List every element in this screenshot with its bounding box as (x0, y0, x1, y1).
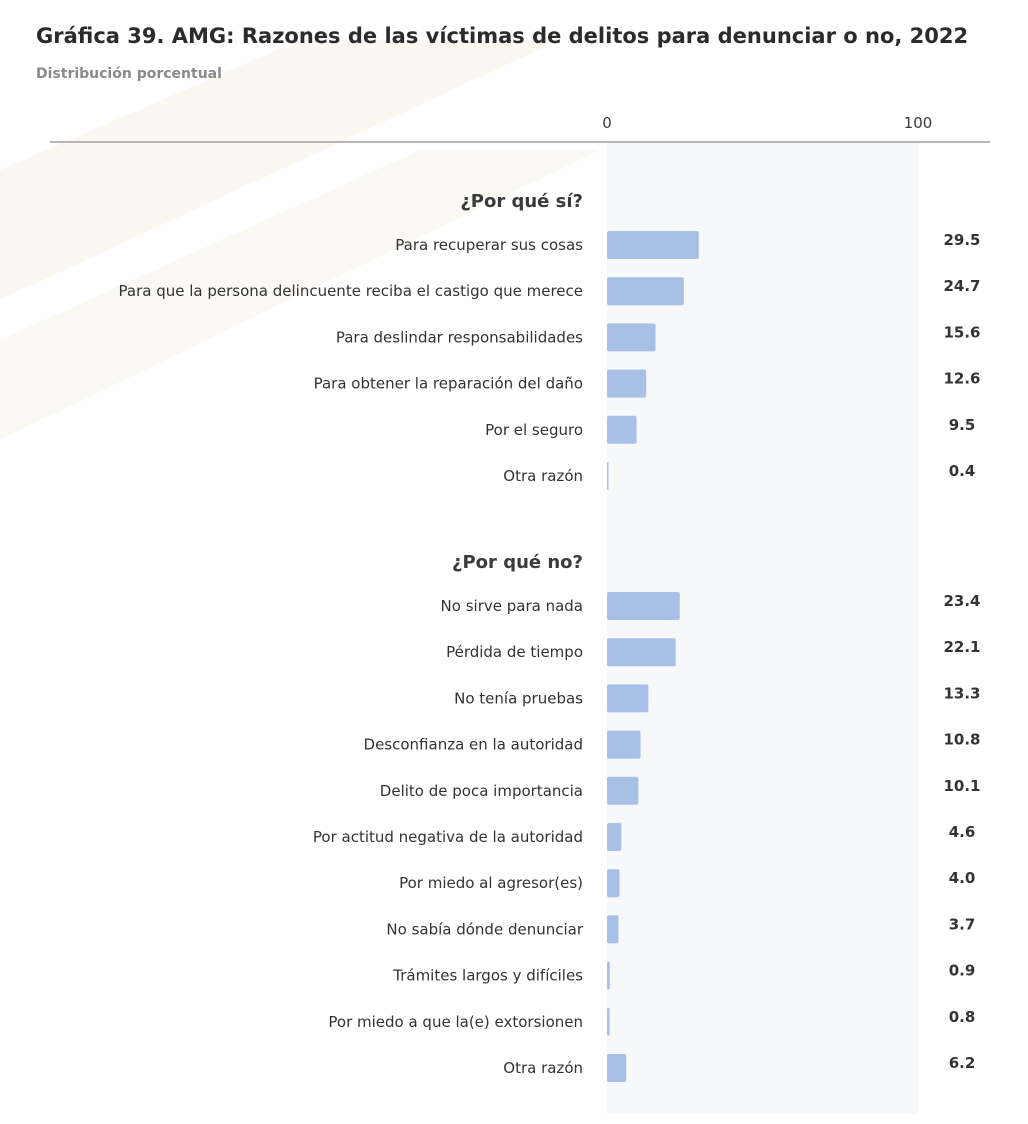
category-label: Otra razón (503, 467, 583, 485)
data-label: 9.5 (949, 416, 976, 434)
data-label: 23.4 (943, 592, 980, 610)
data-label: 10.8 (943, 731, 980, 749)
bar (607, 231, 699, 259)
bar (607, 462, 609, 490)
category-label: No sirve para nada (441, 597, 583, 615)
category-label: Pérdida de tiempo (446, 643, 583, 661)
category-label: Para deslindar responsabilidades (336, 328, 583, 346)
bar (607, 369, 647, 398)
data-label: 0.9 (949, 962, 976, 980)
category-label: Para obtener la reparación del daño (314, 375, 583, 393)
bar (607, 684, 649, 713)
data-label: 4.0 (949, 869, 976, 887)
category-label: Por actitud negativa de la autoridad (313, 828, 583, 846)
x-tick-label-100: 100 (904, 114, 933, 132)
group-label-1: ¿Por qué sí? (460, 191, 583, 212)
category-label: Desconfianza en la autoridad (364, 736, 583, 754)
category-label: No sabía dónde denunciar (386, 920, 583, 938)
bar (607, 323, 656, 352)
category-label: Trámites largos y difíciles (392, 967, 583, 985)
bar (607, 415, 637, 444)
data-label: 0.4 (949, 462, 976, 480)
bar (607, 1007, 610, 1036)
data-label: 3.7 (949, 915, 976, 933)
data-label: 10.1 (943, 777, 980, 795)
data-label: 29.5 (943, 231, 980, 249)
bar (607, 1054, 627, 1082)
group-label-2: ¿Por qué no? (452, 552, 583, 573)
data-label: 22.1 (943, 638, 980, 656)
category-label: Delito de poca importancia (380, 782, 583, 800)
data-label: 15.6 (943, 323, 980, 341)
bar (607, 730, 641, 759)
bar (607, 961, 610, 990)
category-label: No tenía pruebas (454, 689, 583, 707)
category-label: Por el seguro (485, 421, 583, 439)
category-label: Por miedo a que la(e) extorsionen (328, 1013, 583, 1031)
bar (607, 915, 619, 944)
bar (607, 277, 684, 306)
data-label: 0.8 (949, 1008, 976, 1026)
data-label: 24.7 (943, 277, 980, 295)
category-label: Otra razón (503, 1059, 583, 1077)
data-label: 4.6 (949, 823, 976, 841)
category-label: Por miedo al agresor(es) (399, 874, 583, 892)
category-label: Para que la persona delincuente reciba e… (119, 282, 583, 300)
data-label: 6.2 (949, 1054, 976, 1072)
chart-subtitle: Distribución porcentual (36, 66, 222, 82)
x-tick-label-0: 0 (602, 114, 612, 132)
bar (607, 869, 620, 898)
chart-title: Gráfica 39. AMG: Razones de las víctimas… (36, 24, 969, 48)
data-label: 13.3 (943, 684, 980, 702)
bar (607, 592, 680, 620)
data-label: 12.6 (943, 370, 980, 388)
bar (607, 823, 622, 851)
bar (607, 776, 639, 805)
bar (607, 638, 676, 667)
category-label: Para recuperar sus cosas (395, 236, 583, 254)
